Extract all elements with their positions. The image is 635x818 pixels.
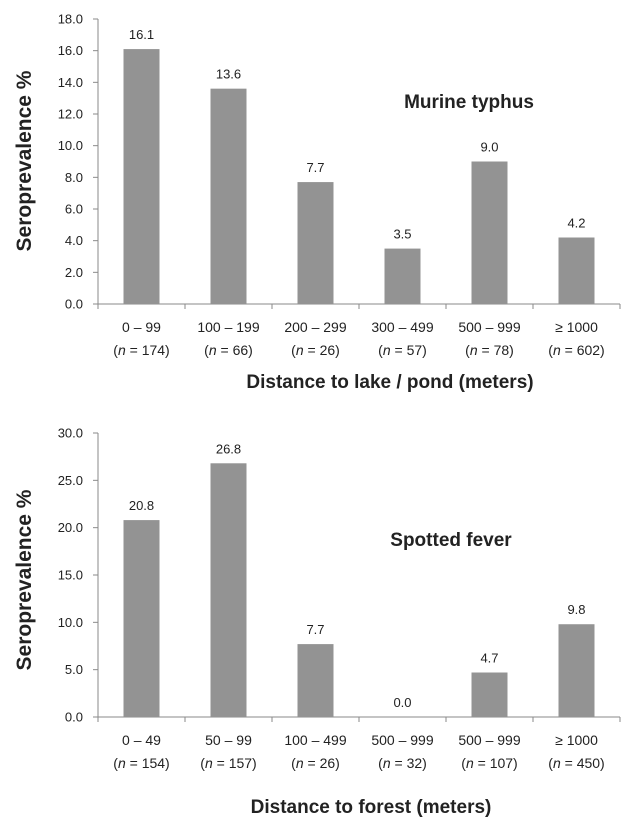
- x-tick-sample-size: (n = 26): [291, 755, 340, 771]
- y-tick-label: 2.0: [65, 265, 83, 280]
- data-label: 7.7: [306, 622, 324, 637]
- y-tick-label: 0.0: [65, 710, 83, 725]
- x-tick-label: 0 – 99: [122, 319, 161, 335]
- bar: [558, 624, 595, 717]
- bar: [210, 88, 247, 305]
- data-label: 3.5: [393, 227, 411, 242]
- y-tick-label: 4.0: [65, 233, 83, 248]
- y-tick-label: 20.0: [58, 520, 83, 535]
- bar: [297, 644, 334, 717]
- bar: [471, 672, 508, 717]
- data-label: 0.0: [393, 695, 411, 710]
- x-tick-sample-size: (n = 26): [291, 342, 340, 358]
- x-tick-sample-size: (n = 154): [113, 755, 169, 771]
- x-tick-label: 500 – 999: [371, 732, 433, 748]
- x-tick-sample-size: (n = 174): [113, 342, 169, 358]
- data-label: 4.2: [567, 216, 585, 231]
- x-tick-label: ≥ 1000: [555, 732, 598, 748]
- chart-title: Spotted fever: [390, 530, 512, 551]
- x-tick-sample-size: (n = 450): [548, 755, 604, 771]
- x-tick-label: 300 – 499: [371, 319, 433, 335]
- x-tick-label: ≥ 1000: [555, 319, 598, 335]
- y-tick-label: 12.0: [58, 107, 83, 122]
- x-tick-label: 500 – 999: [458, 732, 520, 748]
- y-axis-label: Seroprevalence %: [13, 489, 36, 670]
- data-label: 9.8: [567, 602, 585, 617]
- y-tick-label: 10.0: [58, 138, 83, 153]
- y-tick-label: 10.0: [58, 615, 83, 630]
- x-tick-sample-size: (n = 32): [378, 755, 427, 771]
- y-tick-label: 14.0: [58, 75, 83, 90]
- chart-1: 0.0 2.0 4.0 6.0 8.0 10.0 12.0 14.0 16.0 18.0 16.1 0…: [13, 12, 621, 393]
- x-tick-label: 0 – 49: [122, 732, 161, 748]
- data-label: 4.7: [480, 651, 498, 666]
- x-tick-sample-size: (n = 107): [461, 755, 517, 771]
- y-tick-label: 8.0: [65, 170, 83, 185]
- x-tick-sample-size: (n = 602): [548, 342, 604, 358]
- x-tick-label: 500 – 999: [458, 319, 520, 335]
- bar: [123, 49, 160, 305]
- y-tick-label: 18.0: [58, 12, 83, 27]
- y-tick-label: 16.0: [58, 43, 83, 58]
- data-label: 20.8: [129, 498, 154, 513]
- y-tick-label: 0.0: [65, 297, 83, 312]
- x-tick-sample-size: (n = 157): [200, 755, 256, 771]
- bar: [471, 161, 508, 304]
- x-tick-sample-size: (n = 78): [465, 342, 514, 358]
- bar: [210, 463, 247, 717]
- x-axis-label: Distance to lake / pond (meters): [246, 372, 533, 393]
- y-tick-label: 15.0: [58, 568, 83, 583]
- x-tick-sample-size: (n = 57): [378, 342, 427, 358]
- data-label: 13.6: [216, 67, 241, 82]
- x-tick-sample-size: (n = 66): [204, 342, 253, 358]
- bar: [384, 248, 421, 304]
- bar: [558, 237, 595, 304]
- data-label: 9.0: [480, 140, 498, 155]
- data-label: 7.7: [306, 160, 324, 175]
- y-axis-label: Seroprevalence %: [13, 70, 36, 251]
- y-tick-label: 25.0: [58, 473, 83, 488]
- chart-2: 0.0 5.0 10.0 15.0 20.0 25.0 30.0 20.8 0 – 49 (n =…: [13, 426, 621, 818]
- x-tick-label: 50 – 99: [205, 732, 252, 748]
- y-tick-label: 30.0: [58, 426, 83, 441]
- data-label: 16.1: [129, 27, 154, 42]
- bar: [123, 520, 160, 717]
- data-label: 26.8: [216, 441, 241, 456]
- chart-title: Murine typhus: [404, 92, 534, 113]
- x-tick-label: 100 – 499: [284, 732, 346, 748]
- y-tick-label: 6.0: [65, 202, 83, 217]
- bar: [297, 182, 334, 304]
- x-tick-label: 200 – 299: [284, 319, 346, 335]
- x-tick-label: 100 – 199: [197, 319, 259, 335]
- x-axis-label: Distance to forest (meters): [251, 797, 492, 818]
- y-tick-label: 5.0: [65, 662, 83, 677]
